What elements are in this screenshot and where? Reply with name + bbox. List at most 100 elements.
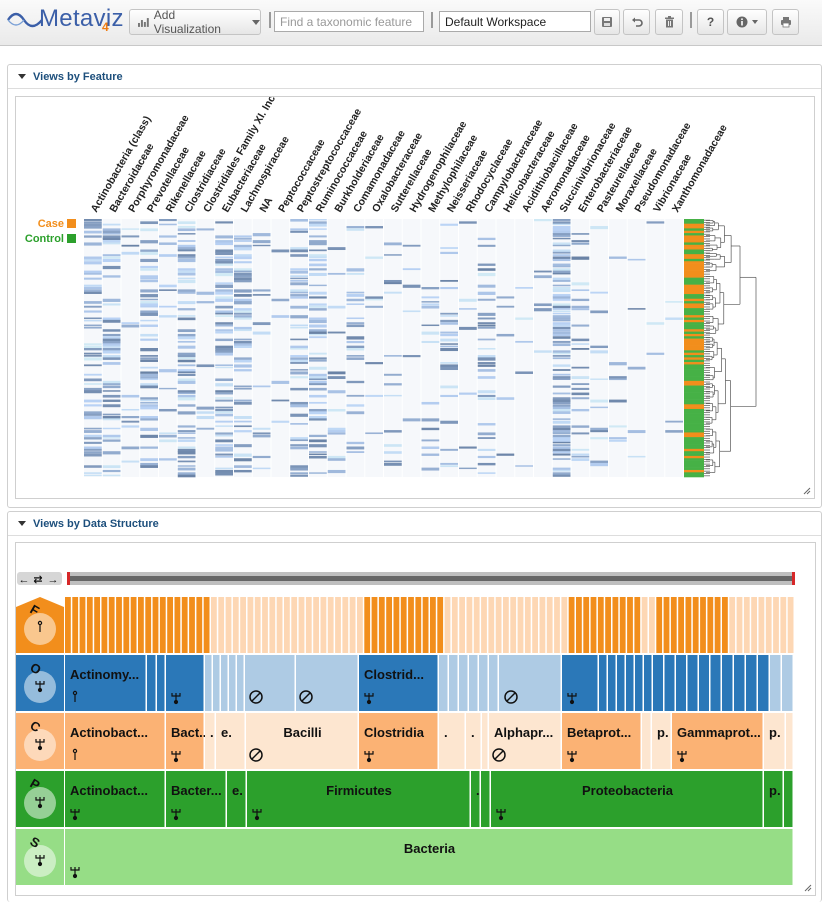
print-button[interactable] bbox=[772, 9, 799, 35]
feature-node[interactable] bbox=[371, 597, 378, 653]
feature-node[interactable] bbox=[305, 597, 312, 653]
feature-node[interactable] bbox=[174, 597, 181, 653]
hierarchy-node[interactable] bbox=[489, 655, 498, 711]
hierarchy-node[interactable] bbox=[482, 713, 488, 769]
feature-node[interactable] bbox=[612, 597, 619, 653]
feature-node[interactable] bbox=[546, 597, 553, 653]
feature-node[interactable] bbox=[787, 597, 794, 653]
heatmap-column[interactable] bbox=[290, 219, 308, 477]
hierarchy-node-rect[interactable] bbox=[466, 713, 481, 769]
hierarchy-node[interactable] bbox=[664, 655, 675, 711]
hierarchy-node-rect[interactable] bbox=[501, 655, 561, 711]
feature-node[interactable] bbox=[218, 597, 225, 653]
heatmap-column[interactable] bbox=[252, 219, 271, 477]
tree-branch-icon[interactable] bbox=[171, 751, 181, 763]
help-button[interactable]: ? bbox=[697, 9, 724, 35]
level-header-o[interactable]: O bbox=[16, 655, 64, 711]
feature-node[interactable] bbox=[641, 597, 648, 653]
tree-branch-icon[interactable] bbox=[364, 751, 374, 763]
hierarchy-node[interactable]: Actinobact... bbox=[65, 771, 165, 827]
no-children-icon[interactable] bbox=[299, 690, 313, 704]
hierarchy-node[interactable] bbox=[157, 655, 165, 711]
heatmap-column[interactable] bbox=[571, 219, 590, 477]
feature-node[interactable] bbox=[393, 597, 400, 653]
leaf-node-icon[interactable] bbox=[72, 690, 78, 702]
no-children-icon[interactable] bbox=[249, 690, 263, 704]
feature-node[interactable] bbox=[225, 597, 232, 653]
hierarchy-node[interactable]: Actinomy... bbox=[65, 655, 146, 711]
feature-node[interactable] bbox=[780, 597, 787, 653]
heatmap-column[interactable] bbox=[84, 219, 102, 477]
hierarchy-node[interactable] bbox=[246, 655, 295, 711]
tree-branch-icon[interactable] bbox=[567, 751, 577, 763]
hierarchy-node[interactable] bbox=[676, 655, 686, 711]
hierarchy-node[interactable]: . bbox=[466, 713, 481, 769]
feature-node[interactable] bbox=[473, 597, 480, 653]
hierarchy-node[interactable]: p. bbox=[652, 713, 671, 769]
hierarchy-node-rect[interactable] bbox=[469, 655, 478, 711]
feature-node[interactable] bbox=[167, 597, 173, 653]
hierarchy-node-rect[interactable] bbox=[653, 655, 663, 711]
feature-node[interactable] bbox=[298, 597, 305, 653]
no-children-icon[interactable] bbox=[492, 748, 506, 762]
range-slider-selection[interactable] bbox=[70, 576, 792, 581]
heatmap-column[interactable] bbox=[421, 219, 440, 477]
feature-node[interactable] bbox=[532, 597, 538, 653]
hierarchy-node[interactable]: Bacter... bbox=[166, 771, 226, 827]
heatmap-column[interactable] bbox=[177, 219, 196, 478]
feature-node[interactable] bbox=[583, 597, 590, 653]
hierarchy-node-rect[interactable] bbox=[676, 655, 686, 711]
heatmap-column[interactable] bbox=[477, 219, 496, 477]
hierarchy-node-rect[interactable] bbox=[216, 713, 245, 769]
feature-node[interactable] bbox=[722, 597, 728, 653]
feature-node[interactable] bbox=[86, 597, 93, 653]
hierarchy-node-rect[interactable] bbox=[770, 655, 781, 711]
hierarchy-node-rect[interactable] bbox=[489, 655, 498, 711]
tree-branch-icon[interactable] bbox=[70, 867, 80, 879]
hierarchy-node-rect[interactable] bbox=[229, 655, 236, 711]
heatmap-column[interactable] bbox=[384, 219, 402, 477]
tree-branch-icon[interactable] bbox=[252, 809, 262, 821]
hierarchy-node-rect[interactable] bbox=[359, 655, 438, 711]
hierarchy-node[interactable] bbox=[205, 655, 212, 711]
hierarchy-node[interactable] bbox=[166, 655, 204, 711]
feature-node[interactable] bbox=[276, 597, 283, 653]
hierarchy-node-rect[interactable] bbox=[784, 771, 793, 827]
resize-grip-icon[interactable] bbox=[803, 487, 811, 495]
hierarchy-node-rect[interactable] bbox=[644, 655, 652, 711]
hierarchy-node[interactable] bbox=[562, 655, 598, 711]
hierarchy-node-rect[interactable] bbox=[166, 713, 204, 769]
feature-node[interactable] bbox=[378, 597, 385, 653]
heatmap-column[interactable] bbox=[590, 219, 608, 477]
feature-node[interactable] bbox=[576, 597, 582, 653]
heatmap-column[interactable] bbox=[271, 219, 290, 477]
feature-node[interactable] bbox=[145, 597, 152, 653]
feature-node[interactable] bbox=[451, 597, 458, 653]
feature-node[interactable] bbox=[430, 597, 436, 653]
heatmap-column[interactable] bbox=[459, 219, 477, 477]
hierarchy-node-rect[interactable] bbox=[626, 655, 634, 711]
hierarchy-node-rect[interactable] bbox=[65, 829, 793, 885]
feature-node[interactable] bbox=[400, 597, 407, 653]
feature-node[interactable] bbox=[284, 597, 290, 653]
right-arrow-icon[interactable]: → bbox=[48, 574, 59, 586]
tree-branch-icon[interactable] bbox=[35, 739, 45, 751]
hierarchy-node[interactable] bbox=[147, 655, 156, 711]
heatmap-column[interactable] bbox=[515, 219, 533, 477]
hierarchy-node[interactable] bbox=[449, 655, 458, 711]
hierarchy-node-rect[interactable] bbox=[213, 655, 220, 711]
feature-node[interactable] bbox=[663, 597, 670, 653]
feature-node[interactable] bbox=[65, 597, 71, 653]
heatmap-column[interactable] bbox=[159, 219, 177, 477]
hierarchy-node-rect[interactable] bbox=[746, 655, 757, 711]
hierarchy-node[interactable]: e. bbox=[216, 713, 245, 769]
hierarchy-node[interactable] bbox=[642, 713, 651, 769]
hierarchy-node-rect[interactable] bbox=[227, 771, 246, 827]
feature-node[interactable] bbox=[203, 597, 210, 653]
hierarchy-node[interactable] bbox=[710, 655, 721, 711]
tree-branch-icon[interactable] bbox=[35, 855, 45, 867]
hierarchy-node-rect[interactable] bbox=[710, 655, 721, 711]
hierarchy-node-rect[interactable] bbox=[764, 713, 785, 769]
hierarchy-node-rect[interactable] bbox=[147, 655, 156, 711]
hierarchy-node-rect[interactable] bbox=[699, 655, 709, 711]
